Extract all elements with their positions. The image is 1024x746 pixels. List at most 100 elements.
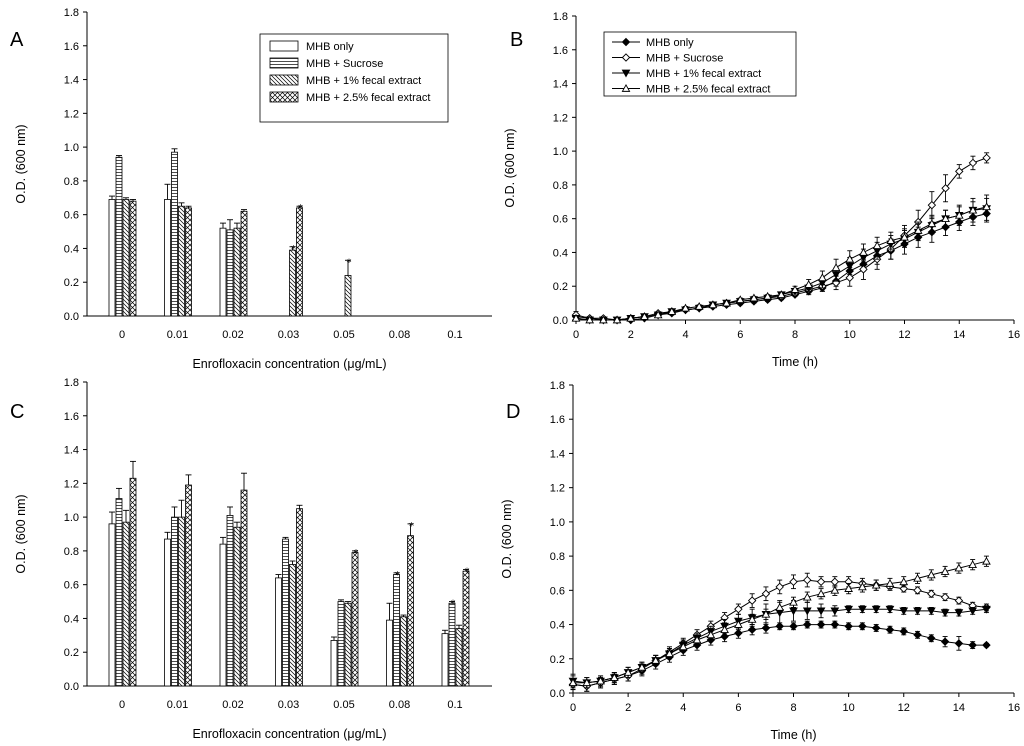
data-point <box>954 596 964 605</box>
data-point <box>596 676 605 685</box>
data-point <box>747 625 757 634</box>
bar <box>344 602 352 687</box>
panel-label: D <box>506 401 520 423</box>
bar <box>219 227 227 317</box>
data-point <box>816 589 826 598</box>
x-tick-label: 8 <box>790 702 796 714</box>
x-tick-label: 0.05 <box>333 699 354 711</box>
x-tick-label: 0.01 <box>167 699 188 711</box>
y-tick-label: 0.6 <box>553 214 568 226</box>
x-tick-label: 6 <box>737 329 743 341</box>
y-tick-label: 1.8 <box>64 377 79 389</box>
data-point <box>651 655 661 664</box>
x-axis-label: Time (h) <box>772 355 818 369</box>
significance-star: * <box>298 203 303 214</box>
bar <box>171 151 178 317</box>
data-point <box>844 605 853 614</box>
y-tick-label: 0.2 <box>550 654 565 666</box>
legend-entry: MHB + Sucrose <box>646 53 723 65</box>
data-point <box>720 625 729 634</box>
bar <box>129 200 137 317</box>
data-point <box>982 153 991 163</box>
data-point <box>818 273 827 282</box>
data-point <box>899 577 909 586</box>
series-line <box>575 213 987 321</box>
data-point <box>871 580 881 589</box>
data-point <box>804 280 814 288</box>
legend-entry: MHB only <box>646 37 694 49</box>
data-point <box>621 37 631 47</box>
data-point <box>899 584 908 593</box>
data-point <box>803 620 812 629</box>
data-point <box>845 254 855 263</box>
y-tick-label: 1.4 <box>550 448 565 460</box>
data-point <box>761 589 771 598</box>
data-point <box>885 625 895 634</box>
data-point <box>734 628 743 638</box>
data-point <box>830 620 840 629</box>
x-tick-label: 8 <box>792 329 798 341</box>
bar <box>330 640 338 687</box>
bar <box>164 199 171 317</box>
data-point <box>776 290 786 298</box>
bar <box>115 498 123 687</box>
data-point <box>941 184 950 193</box>
data-point <box>982 556 991 565</box>
bar <box>275 577 282 687</box>
panel-label: A <box>10 29 24 51</box>
data-point <box>831 278 841 288</box>
x-tick-label: 12 <box>898 329 910 341</box>
panel-b-line-chart: B 0.0 0.2 0.4 0.6 0.8 1.0 1.2 1.4 1.6 1.8 O.D. (600… <box>503 11 1020 369</box>
data-point <box>621 69 631 78</box>
y-tick-label: 0.2 <box>64 277 79 289</box>
data-point <box>968 640 977 650</box>
data-point <box>763 291 772 300</box>
data-point <box>621 83 631 92</box>
bar <box>393 574 400 687</box>
data-point <box>802 592 812 601</box>
data-point <box>968 158 978 168</box>
bar <box>407 535 414 687</box>
data-point <box>694 301 704 310</box>
y-tick-label: 0.4 <box>550 620 565 632</box>
x-tick-label: 0.02 <box>222 329 243 341</box>
y-tick-label: 1.0 <box>64 512 79 524</box>
bar <box>233 227 241 317</box>
x-tick-label: 4 <box>680 702 686 714</box>
data-point <box>926 607 936 616</box>
x-tick-label: 0.03 <box>278 329 299 341</box>
x-tick-label: 14 <box>953 329 965 341</box>
x-tick-label: 0.1 <box>447 329 462 341</box>
legend-entry: MHB + 1% fecal extract <box>306 75 421 87</box>
data-point <box>859 247 868 256</box>
x-tick-label: 0 <box>573 329 579 341</box>
y-tick-label: 1.4 <box>553 79 568 91</box>
data-point <box>816 577 826 587</box>
bar <box>448 602 456 687</box>
legend-swatch <box>269 91 299 103</box>
bar <box>129 477 137 687</box>
y-axis-label: O.D. (600 nm) <box>503 128 517 207</box>
legend-entry: MHB + 2.5% fecal extract <box>646 84 770 96</box>
y-tick-label: 1.2 <box>64 478 79 490</box>
y-tick-label: 1.2 <box>553 112 568 124</box>
bar <box>296 207 303 317</box>
data-point <box>927 589 936 598</box>
data-point <box>585 315 595 324</box>
data-point <box>749 293 759 302</box>
y-tick-label: 1.4 <box>64 75 79 87</box>
data-point <box>623 667 633 676</box>
data-point <box>844 622 853 631</box>
data-point <box>747 614 757 623</box>
bar <box>337 601 345 687</box>
x-tick-label: 0 <box>119 329 125 341</box>
y-tick-label: 0.4 <box>64 613 79 625</box>
data-point <box>940 566 950 575</box>
data-point <box>735 295 745 304</box>
panel-a-bar-chart: A 0.0 0.2 0.4 0.6 0.8 1.0 1.2 1.4 1.6 1.8 O.D. (600… <box>10 7 492 371</box>
significance-star: * <box>409 521 414 532</box>
y-axis-label: O.D. (600 nm) <box>14 124 28 203</box>
panel-d-line-chart: D 0.0 0.2 0.4 0.6 0.8 1.0 1.2 1.4 1.6 1.8 O.D. (600… <box>500 380 1020 742</box>
significance-star: * <box>347 257 352 268</box>
bar <box>122 521 130 687</box>
